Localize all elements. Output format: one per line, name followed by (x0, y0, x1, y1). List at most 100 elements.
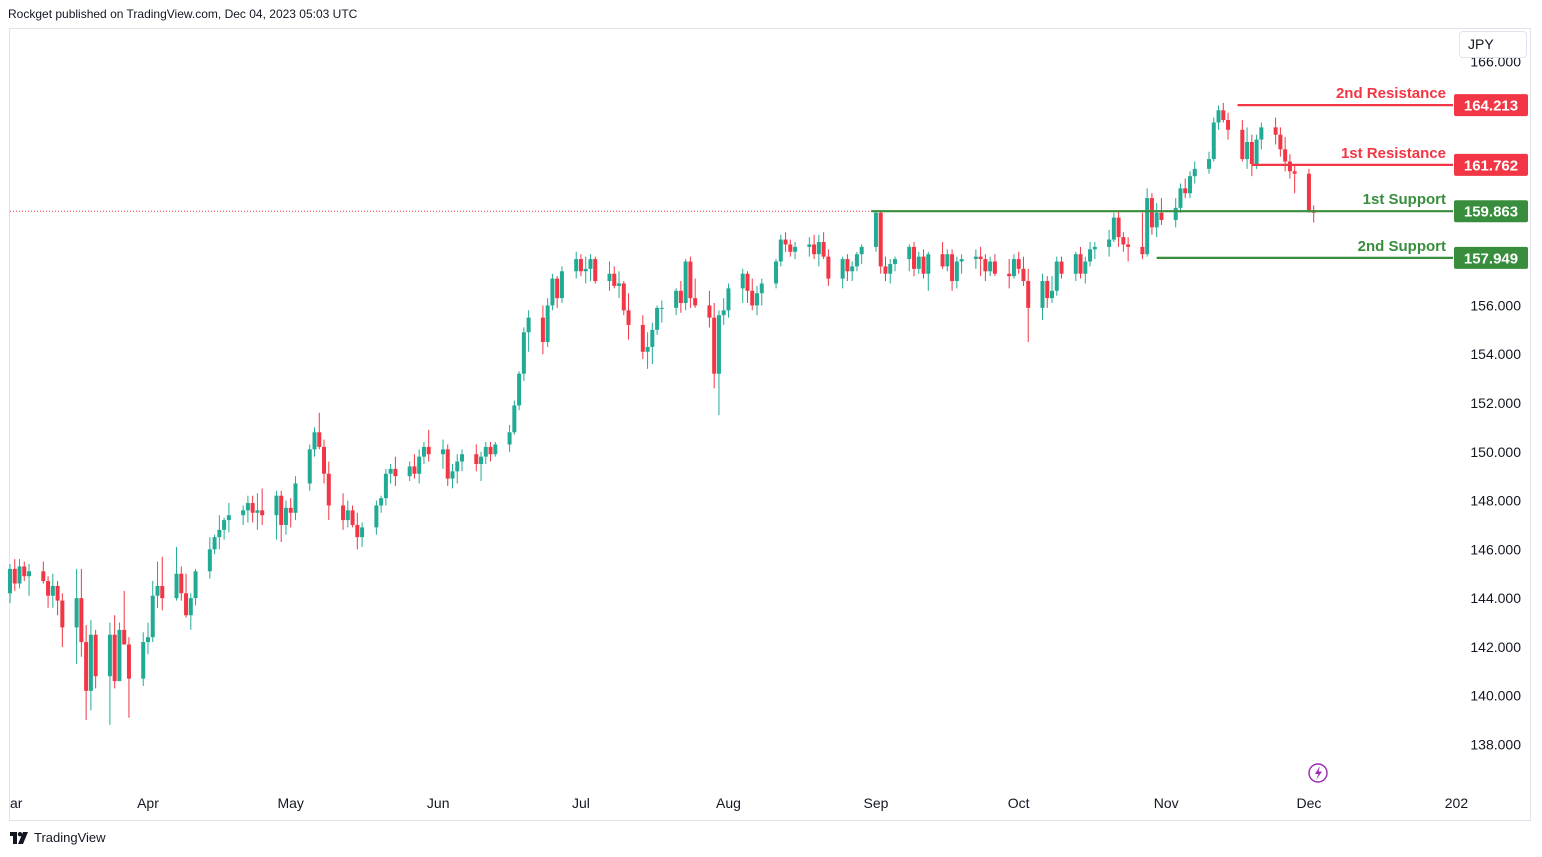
candle-down[interactable] (883, 256, 888, 282)
candle-down[interactable] (921, 249, 926, 279)
candle-down[interactable] (250, 495, 255, 523)
candle-up[interactable] (545, 298, 550, 347)
candle-up[interactable] (141, 632, 146, 686)
candle-down[interactable] (812, 234, 817, 260)
candle-down[interactable] (160, 556, 165, 611)
candle-down[interactable] (60, 593, 65, 647)
candle-up[interactable] (645, 332, 650, 369)
candle-down[interactable] (1278, 127, 1283, 157)
candle-down[interactable] (555, 276, 560, 308)
candle-down[interactable] (288, 498, 293, 528)
candle-down[interactable] (322, 439, 327, 484)
candle-down[interactable] (626, 293, 631, 340)
candle-up[interactable] (241, 505, 246, 525)
candle-down[interactable] (593, 256, 598, 284)
candle-down[interactable] (1121, 232, 1126, 252)
candle-down[interactable] (1287, 154, 1292, 179)
candle-up[interactable] (755, 285, 760, 316)
candle-up[interactable] (483, 442, 488, 464)
candle-up[interactable] (8, 563, 12, 604)
candle-up[interactable] (74, 568, 79, 665)
candle-down[interactable] (783, 232, 788, 252)
candle-up[interactable] (1173, 198, 1178, 228)
candle-down[interactable] (788, 239, 793, 257)
candle-up[interactable] (345, 500, 350, 528)
candle-down[interactable] (1059, 256, 1064, 279)
candle-down[interactable] (912, 242, 917, 277)
candle-down[interactable] (992, 254, 997, 277)
candle-down[interactable] (260, 488, 265, 525)
candle-down[interactable] (693, 278, 698, 308)
candle-up[interactable] (726, 283, 731, 318)
candle-up[interactable] (88, 620, 93, 711)
candle-down[interactable] (745, 271, 750, 303)
candle-down[interactable] (126, 637, 131, 718)
candle-down[interactable] (578, 254, 583, 277)
candle-up[interactable] (27, 563, 32, 596)
candle-up[interactable] (440, 439, 445, 469)
candle-up[interactable] (774, 259, 779, 289)
candle-up[interactable] (740, 268, 745, 303)
candle-down[interactable] (179, 566, 184, 601)
candle-down[interactable] (1249, 134, 1254, 177)
candle-down[interactable] (1007, 259, 1012, 289)
candle-up[interactable] (655, 305, 660, 335)
candle-down[interactable] (1221, 102, 1226, 123)
candle-up[interactable] (550, 273, 555, 311)
candle-down[interactable] (1016, 251, 1021, 274)
candle-down[interactable] (184, 573, 189, 618)
candle-up[interactable] (455, 454, 460, 484)
candle-down[interactable] (46, 576, 51, 608)
candle-down[interactable] (341, 493, 346, 530)
candle-up[interactable] (907, 244, 912, 272)
candle-up[interactable] (1192, 161, 1197, 184)
candle-up[interactable] (759, 278, 764, 306)
candle-up[interactable] (1145, 188, 1150, 257)
candle-up[interactable] (460, 449, 465, 472)
candle-up[interactable] (521, 327, 526, 382)
candle-up[interactable] (854, 251, 859, 272)
candle-up[interactable] (778, 234, 783, 267)
candle-up[interactable] (873, 210, 878, 252)
candle-up[interactable] (1011, 254, 1016, 279)
candle-up[interactable] (407, 461, 412, 482)
candle-up[interactable] (683, 259, 688, 311)
candle-down[interactable] (1149, 193, 1154, 235)
candle-down[interactable] (1273, 117, 1278, 145)
candle-down[interactable] (1226, 112, 1231, 140)
candle-up[interactable] (283, 500, 288, 535)
candle-down[interactable] (1183, 178, 1188, 199)
candle-down[interactable] (1126, 237, 1131, 262)
candle-down[interactable] (1116, 210, 1121, 247)
candle-up[interactable] (816, 234, 821, 267)
candle-down[interactable] (1021, 256, 1026, 286)
candle-down[interactable] (878, 210, 883, 274)
candle-up[interactable] (850, 261, 855, 282)
candle-up[interactable] (988, 256, 993, 277)
candle-down[interactable] (978, 246, 983, 277)
candle-down[interactable] (55, 581, 60, 616)
candle-up[interactable] (507, 424, 512, 452)
candle-up[interactable] (1211, 117, 1216, 162)
candle-up[interactable] (255, 493, 260, 530)
candle-down[interactable] (540, 305, 545, 355)
candle-down[interactable] (488, 442, 493, 462)
candle-up[interactable] (360, 522, 365, 547)
candle-down[interactable] (950, 249, 955, 291)
candle-up[interactable] (1054, 256, 1059, 296)
candle-up[interactable] (117, 622, 122, 682)
candle-down[interactable] (350, 505, 355, 528)
candle-up[interactable] (421, 442, 426, 464)
candle-down[interactable] (612, 266, 617, 289)
candle-down[interactable] (122, 590, 127, 645)
candle-up[interactable] (807, 237, 812, 257)
candle-down[interactable] (1306, 168, 1311, 213)
candle-up[interactable] (1216, 105, 1221, 130)
candle-down[interactable] (1045, 276, 1050, 308)
candle-up[interactable] (716, 310, 721, 416)
candle-down[interactable] (355, 512, 360, 550)
candle-down[interactable] (1283, 137, 1288, 172)
candle-down[interactable] (79, 568, 84, 657)
candle-up[interactable] (107, 622, 112, 725)
